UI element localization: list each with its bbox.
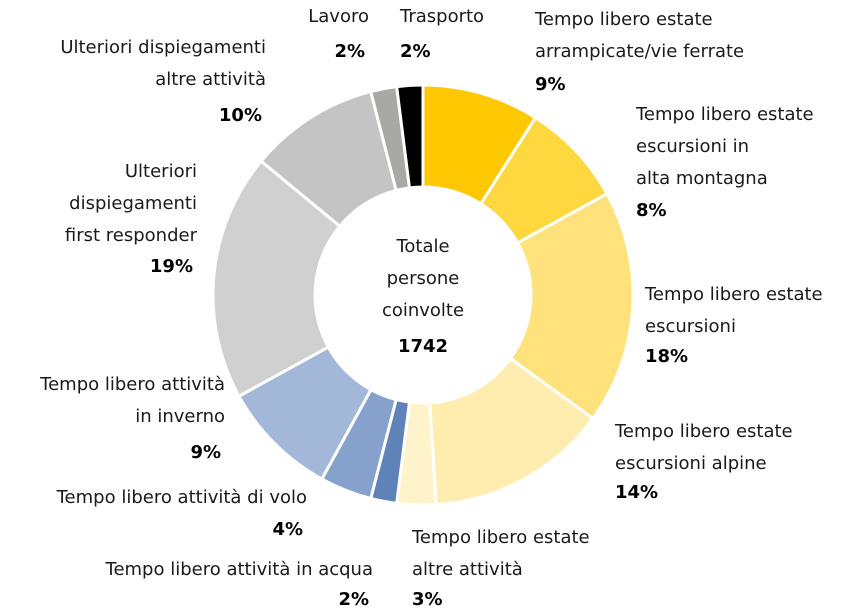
slice-label: Tempo libero estate (411, 527, 590, 548)
slice-label: escursioni (645, 316, 736, 337)
slice-label: escursioni alpine (615, 453, 767, 474)
slice-label: escursioni in (636, 136, 749, 157)
donut-slice (508, 191, 635, 421)
center-label: coinvolte (382, 300, 464, 321)
value-label: 19% (150, 256, 193, 277)
slice-label: Trasporto (399, 6, 484, 27)
donut-slice (428, 356, 595, 507)
slice-label: arrampicate/vie ferrate (535, 41, 744, 62)
center-label: persone (387, 268, 460, 289)
value-label: 2% (334, 41, 365, 62)
value-label: 8% (636, 200, 667, 221)
slice-label: altre attività (155, 69, 266, 90)
slice-label: Lavoro (308, 6, 369, 27)
value-label: 14% (615, 482, 658, 503)
slice-label: altre attività (412, 559, 523, 580)
value-label: 18% (645, 346, 688, 367)
value-label: 4% (272, 519, 303, 540)
slice-label: dispiegamenti (69, 193, 197, 214)
center-label: Totale (395, 236, 449, 257)
slice-label: Ulteriori dispiegamenti (60, 37, 266, 58)
slice-label: alta montagna (636, 168, 768, 189)
center-total: 1742 (398, 336, 448, 357)
slice-label: in inverno (135, 406, 225, 427)
slice-label: Tempo libero attività in acqua (105, 559, 373, 580)
donut-slice (395, 83, 425, 190)
value-label: 9% (190, 442, 221, 463)
value-label: 2% (400, 41, 431, 62)
slice-label: Tempo libero estate (644, 284, 823, 305)
slice-label: Tempo libero attività di volo (56, 487, 307, 508)
donut-slice (211, 159, 342, 399)
slice-label: Tempo libero estate (534, 9, 713, 30)
value-label: 9% (535, 74, 566, 95)
slice-label: Tempo libero estate (614, 421, 793, 442)
slice-label: Ulteriori (125, 161, 197, 182)
slice-label: Tempo libero estate (635, 104, 814, 125)
value-label: 2% (338, 589, 369, 610)
value-label: 3% (412, 589, 443, 610)
value-label: 10% (219, 105, 262, 126)
slice-label: first responder (65, 225, 198, 246)
slice-label: Tempo libero attività (39, 374, 225, 395)
